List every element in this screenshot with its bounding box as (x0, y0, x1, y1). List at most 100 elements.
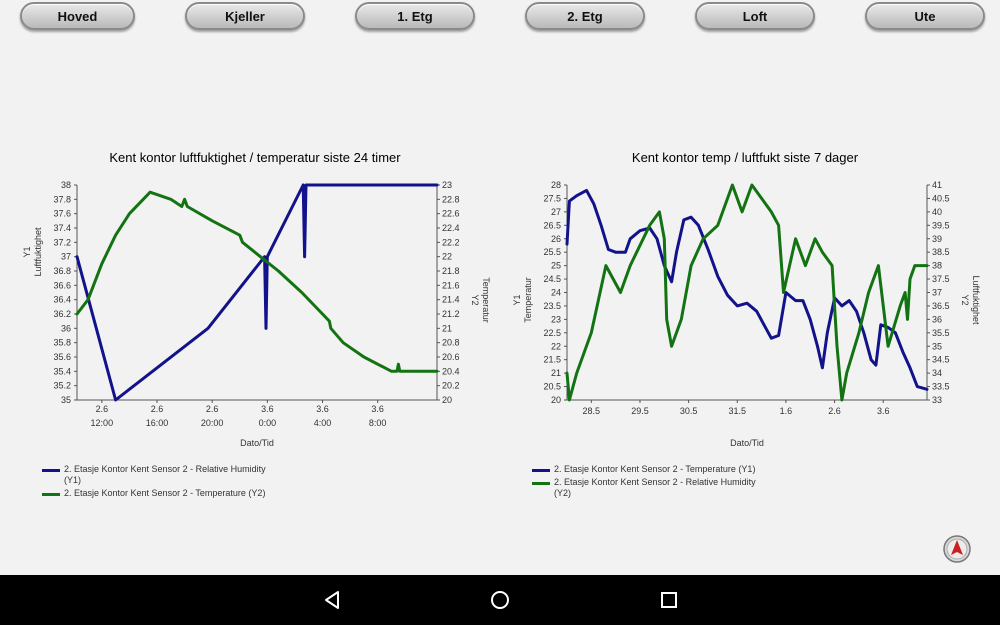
y2-tick-label: 37 (932, 288, 942, 298)
tab-loft[interactable]: Loft (695, 2, 815, 30)
legend-swatch (532, 482, 550, 485)
x-tick-label: 1.6 (780, 406, 793, 416)
legend-swatch (42, 493, 60, 496)
y1-tick-label: 35 (61, 395, 71, 405)
legend-item: 2. Etasje Kontor Kent Sensor 2 - Tempera… (532, 464, 764, 475)
y1-tick-label: 37.4 (53, 223, 71, 233)
y1-tick-label: 35.2 (53, 381, 71, 391)
y1-tick-label: 37.8 (53, 194, 71, 204)
x-axis-label: Dato/Tid (730, 438, 764, 448)
y1-tick-label: 27 (551, 207, 561, 217)
x-tick-label: 2.6 (828, 406, 841, 416)
x-tick-time: 12:00 (91, 418, 114, 428)
y2-tick-label: 20.8 (442, 338, 460, 348)
series-line-y2 (565, 183, 929, 402)
x-tick-time: 8:00 (369, 418, 387, 428)
y2-tick-label: 22.2 (442, 237, 460, 247)
y1-tick-label: 20.5 (543, 382, 561, 392)
legend-swatch (42, 469, 60, 472)
y1-tick-label: 25 (551, 261, 561, 271)
y2-tick-label: 21.4 (442, 295, 460, 305)
legend-label: 2. Etasje Kontor Kent Sensor 2 - Relativ… (554, 477, 756, 498)
x-tick-label: 29.5 (631, 406, 649, 416)
system-navigation-bar (0, 575, 1000, 625)
y1-tick-label: 21 (551, 368, 561, 378)
x-tick-label: 30.5 (680, 406, 698, 416)
y2-tick-label: 22.4 (442, 223, 460, 233)
y2-tick-label: 21 (442, 323, 452, 333)
y2-tick-label: 38.5 (932, 247, 950, 257)
x-tick-date: 2.6 (206, 404, 219, 414)
x-tick-date: 2.6 (151, 404, 164, 414)
y2-tick-label: 20.2 (442, 381, 460, 391)
y2-tick-label: 21.8 (442, 266, 460, 276)
x-tick-date: 3.6 (371, 404, 384, 414)
x-tick-time: 0:00 (259, 418, 277, 428)
compass-icon[interactable] (942, 534, 972, 564)
y1-tick-label: 25.5 (543, 247, 561, 257)
legend-item: 2. Etasje Kontor Kent Sensor 2 - Relativ… (42, 464, 274, 486)
x-tick-time: 20:00 (201, 418, 224, 428)
y1-tick-label: 21.5 (543, 355, 561, 365)
y1-axis-tag: Y1 (22, 246, 32, 257)
top-navigation: Hoved Kjeller 1. Etg 2. Etg Loft Ute (0, 0, 1000, 40)
y2-tick-label: 22.8 (442, 194, 460, 204)
y2-tick-label: 20 (442, 395, 452, 405)
tab-2-etg[interactable]: 2. Etg (525, 2, 645, 30)
chart-plot: 38 37.8 37.6 37.4 37.2 37 36.8 36.6 36.4 36.2 36 35… (22, 180, 491, 448)
x-tick-label: 28.5 (583, 406, 601, 416)
legend-label: 2. Etasje Kontor Kent Sensor 2 - Relativ… (64, 464, 266, 485)
series-line-y2 (75, 190, 439, 373)
y2-tick-label: 22 (442, 252, 452, 262)
tab-kjeller[interactable]: Kjeller (185, 2, 305, 30)
y2-tick-label: 23 (442, 180, 452, 190)
y2-tick-label: 40 (932, 207, 942, 217)
y1-tick-label: 28 (551, 180, 561, 190)
y1-tick-label: 22.5 (543, 328, 561, 338)
chart-title: Kent kontor luftfuktighet / temperatur s… (109, 150, 401, 165)
back-triangle-icon[interactable] (320, 588, 344, 612)
chart-legend: 2. Etasje Kontor Kent Sensor 2 - Tempera… (532, 464, 764, 501)
y2-tick-label: 22.6 (442, 209, 460, 219)
x-tick-label: 31.5 (729, 406, 747, 416)
y2-tick-label: 39.5 (932, 220, 950, 230)
y1-tick-label: 36.6 (53, 280, 71, 290)
y2-tick-label: 40.5 (932, 193, 950, 203)
y1-tick-label: 36 (61, 323, 71, 333)
y1-tick-label: 26 (551, 234, 561, 244)
x-axis-label: Dato/Tid (240, 438, 274, 448)
y2-tick-label: 21.6 (442, 280, 460, 290)
recents-square-icon[interactable] (657, 588, 681, 612)
legend-label: 2. Etasje Kontor Kent Sensor 2 - Tempera… (554, 464, 756, 474)
y2-tick-label: 33 (932, 395, 942, 405)
home-circle-icon[interactable] (488, 588, 512, 612)
x-tick-date: 3.6 (261, 404, 274, 414)
series-line-y1 (565, 188, 929, 391)
y1-axis-label: Luftfuktighet (33, 227, 43, 277)
chart-plot: 28 27.5 27 26.5 26 25.5 25 24.5 24 23.5 23 22.5 22 21… (512, 180, 981, 448)
y2-tick-label: 41 (932, 180, 942, 190)
y2-axis-tag: Y2 (960, 294, 970, 305)
x-tick-time: 4:00 (314, 418, 332, 428)
y2-tick-label: 39 (932, 234, 942, 244)
y2-axis-label: Luftfuktighet (971, 275, 981, 325)
x-tick-time: 16:00 (146, 418, 169, 428)
chart-legend: 2. Etasje Kontor Kent Sensor 2 - Relativ… (42, 464, 274, 501)
y2-axis-tag: Y2 (470, 294, 480, 305)
y1-tick-label: 27.5 (543, 193, 561, 203)
y1-tick-label: 36.8 (53, 266, 71, 276)
y1-tick-label: 23 (551, 314, 561, 324)
tab-ute[interactable]: Ute (865, 2, 985, 30)
y1-tick-label: 35.4 (53, 366, 71, 376)
y2-tick-label: 36 (932, 314, 942, 324)
y1-tick-label: 20 (551, 395, 561, 405)
y1-tick-label: 22 (551, 341, 561, 351)
y2-tick-label: 33.5 (932, 382, 950, 392)
y2-tick-label: 21.2 (442, 309, 460, 319)
tab-1-etg[interactable]: 1. Etg (355, 2, 475, 30)
y1-tick-label: 24 (551, 288, 561, 298)
tab-hoved[interactable]: Hoved (20, 2, 135, 30)
legend-label: 2. Etasje Kontor Kent Sensor 2 - Tempera… (64, 488, 266, 498)
y2-tick-label: 36.5 (932, 301, 950, 311)
y2-tick-label: 35 (932, 341, 942, 351)
